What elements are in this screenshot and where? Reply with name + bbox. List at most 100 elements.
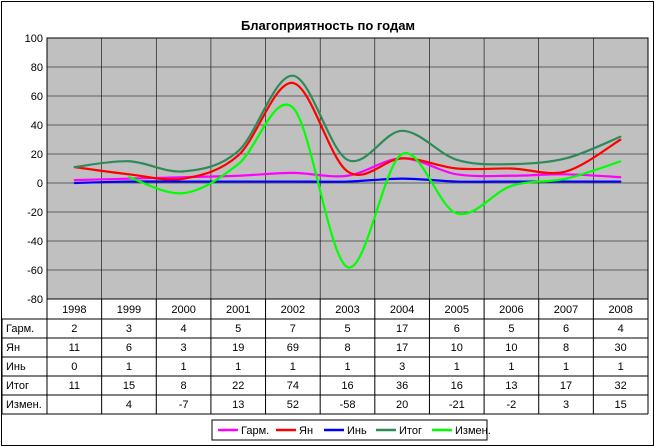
data-point	[292, 106, 294, 109]
data-point	[237, 163, 240, 165]
table-cell: 1	[126, 361, 132, 373]
x-tick-label: 1998	[62, 304, 86, 316]
x-tick-label: 2007	[554, 304, 578, 316]
table-cell: 1	[181, 361, 187, 373]
data-point	[565, 170, 567, 173]
data-point	[346, 180, 349, 183]
table-cell: 3	[126, 323, 132, 335]
table-cell: 1	[344, 361, 350, 373]
data-point	[510, 185, 513, 187]
data-point	[455, 167, 458, 170]
data-point	[237, 180, 240, 183]
table-cell: 4	[618, 323, 624, 335]
table-cell: -2	[507, 399, 517, 411]
table-cell: -21	[449, 399, 465, 411]
data-point	[346, 170, 349, 173]
table-cell: 1	[235, 361, 241, 373]
table-cell: 3	[399, 361, 405, 373]
data-point	[182, 192, 185, 194]
x-tick-label: 2008	[608, 304, 632, 316]
legend-box	[211, 419, 488, 441]
data-point	[346, 174, 349, 177]
data-point	[346, 159, 349, 161]
y-tick-label: 0	[37, 178, 43, 190]
y-tick-label: 100	[25, 33, 43, 45]
data-point	[128, 160, 130, 163]
data-point	[292, 74, 294, 77]
y-tick-label: 60	[31, 91, 43, 103]
data-point	[565, 180, 567, 183]
x-tick-label: 2005	[445, 304, 469, 316]
y-tick-label: 20	[31, 149, 43, 161]
data-point	[73, 179, 76, 181]
data-point	[401, 177, 403, 180]
x-tick-label: 2004	[390, 304, 414, 316]
data-point	[401, 130, 403, 132]
legend-label-5: Измен.	[455, 425, 491, 437]
x-tick-label: 1999	[117, 304, 141, 316]
table-cell: 1	[563, 361, 569, 373]
data-point	[565, 157, 567, 160]
data-point	[619, 180, 622, 183]
data-point	[237, 150, 240, 152]
x-tick-label: 2006	[499, 304, 523, 316]
table-row-label: Измен.	[6, 399, 42, 411]
data-point	[182, 180, 185, 183]
table-cell: 6	[563, 323, 569, 335]
data-point	[565, 173, 567, 176]
table-cell: 3	[563, 399, 569, 411]
y-tick-label: -40	[27, 236, 43, 248]
data-point	[182, 170, 185, 173]
table-cell: 16	[341, 380, 353, 392]
x-tick-label: 2002	[281, 304, 305, 316]
data-point	[510, 167, 513, 170]
data-point	[455, 159, 458, 161]
table-cell: 5	[235, 323, 241, 335]
legend-label-3: Инь	[347, 425, 367, 437]
data-point	[510, 163, 513, 165]
y-tick-label: 80	[31, 62, 43, 74]
data-point	[401, 157, 403, 160]
data-point	[237, 174, 240, 177]
data-point	[619, 135, 622, 138]
table-cell: 7	[290, 323, 296, 335]
data-point	[237, 154, 240, 157]
x-tick-label: 2000	[171, 304, 195, 316]
data-point	[510, 180, 513, 183]
table-cell: 2	[71, 323, 77, 335]
table-cell: 1	[290, 361, 296, 373]
table-cell: 0	[71, 361, 77, 373]
table-row-label: Ян	[6, 342, 20, 354]
y-tick-label: 40	[31, 120, 43, 132]
data-point	[128, 176, 130, 178]
legend-label-1: Гарм.	[241, 425, 269, 437]
table-cell: 1	[508, 361, 514, 373]
data-point	[292, 180, 294, 183]
legend-label-2: Ян	[299, 425, 313, 437]
table-cell: 4	[126, 399, 132, 411]
table-cell: 36	[396, 380, 408, 392]
table-cell: 52	[287, 399, 299, 411]
table-cell: 5	[508, 323, 514, 335]
table-row-label: Инь	[6, 361, 26, 373]
table-cell: 17	[396, 342, 408, 354]
table-cell: 15	[123, 380, 135, 392]
data-point	[455, 173, 458, 176]
table-cell: -7	[179, 399, 189, 411]
table-cell: 74	[287, 380, 299, 392]
y-tick-label: -80	[27, 294, 43, 306]
series-line-2	[74, 81, 622, 181]
table-cell: 15	[615, 399, 627, 411]
y-tick-label: -20	[27, 207, 43, 219]
legend-label-4: Итог	[399, 425, 422, 437]
table-cell: 17	[560, 380, 572, 392]
data-point	[401, 153, 403, 155]
table-cell: 8	[181, 380, 187, 392]
data-point	[73, 182, 76, 184]
x-tick-label: 2003	[335, 304, 359, 316]
table-cell: 32	[615, 380, 627, 392]
table-cell: 6	[126, 342, 132, 354]
table-cell: 8	[563, 342, 569, 354]
y-tick-label: -60	[27, 265, 43, 277]
data-point	[182, 177, 185, 180]
